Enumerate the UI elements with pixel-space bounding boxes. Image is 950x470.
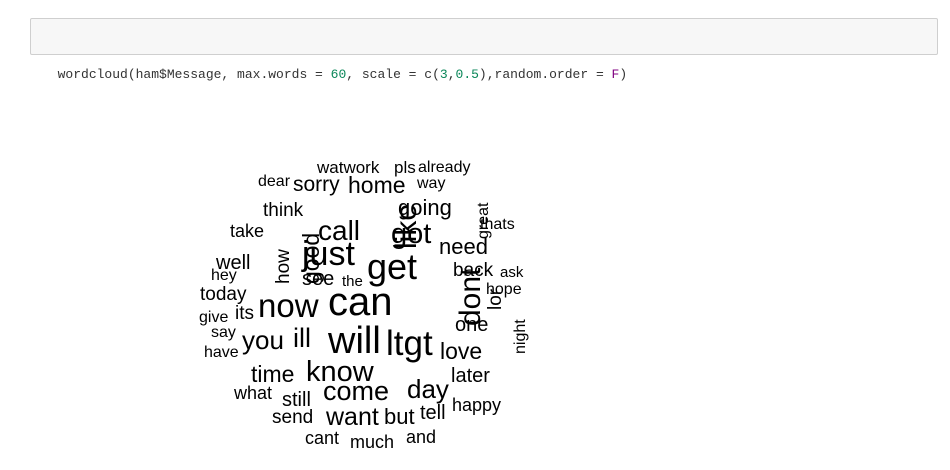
wordcloud-word: dear (258, 172, 291, 190)
wordcloud-word: still (282, 389, 311, 411)
wordcloud-word: going (398, 195, 452, 221)
wordcloud-word: take (230, 220, 265, 241)
code-token-number: 0.5 (455, 67, 479, 82)
wordcloud-word: hope (486, 280, 522, 298)
wordcloud-word: can (328, 280, 393, 324)
wordcloud-word: call (318, 214, 361, 246)
wordcloud-word: today (200, 283, 247, 305)
wordcloud-word: you (242, 324, 284, 355)
wordcloud-word: think (263, 199, 304, 221)
code-token: ),random.order = (478, 67, 612, 82)
wordcloud-word: home (348, 172, 406, 199)
wordcloud-word: back (453, 259, 494, 281)
wordcloud-word: sorry (293, 173, 340, 197)
wordcloud-word: tell (420, 402, 446, 424)
wordcloud-word: what (234, 382, 273, 403)
wordcloud-word: much (350, 431, 395, 452)
wordcloud-word: have (204, 343, 239, 361)
wordcloud-word: already (418, 158, 471, 176)
wordcloud-word: got (391, 217, 432, 250)
wordcloud-word: well (216, 252, 251, 274)
wordcloud-word: come (323, 375, 390, 406)
wordcloud-word: cant (305, 427, 340, 448)
wordcloud-word: and (406, 426, 437, 447)
wordcloud-word: happy (452, 394, 502, 415)
wordcloud-plot: watwork pls already dear sorry home way think go… (0, 56, 950, 470)
wordcloud-word: its (235, 302, 254, 324)
wordcloud-word: watwork (317, 157, 380, 177)
wordcloud-word: want (326, 402, 379, 431)
wordcloud-word: know (306, 355, 374, 388)
code-token-number: 60 (330, 67, 347, 82)
wordcloud-word: but (384, 404, 415, 430)
code-token: , (447, 67, 456, 82)
wordcloud-word: one (455, 314, 489, 336)
code-token: , scale = c( (346, 67, 440, 82)
wordcloud-word: hey (211, 266, 237, 284)
wordcloud-word: just (302, 235, 355, 274)
wordcloud-word: get (367, 245, 418, 287)
wordcloud-word: see (302, 268, 335, 290)
wordcloud-word: ask (500, 263, 524, 281)
code-token: ) (619, 67, 628, 82)
wordcloud-word: need (439, 234, 488, 260)
wordcloud-word: love (440, 338, 483, 365)
code-token-number: 3 (439, 67, 448, 82)
wordcloud-word: how (273, 249, 294, 284)
wordcloud-word: later (451, 365, 490, 387)
wordcloud-word: say (211, 323, 236, 341)
code-token-boolean: F (611, 67, 620, 82)
wordcloud-word: way (417, 174, 446, 192)
wordcloud-word: now (258, 287, 319, 325)
code-token: wordcloud(ham$Message, max.words = (57, 67, 331, 82)
wordcloud-word: pls (394, 157, 416, 177)
wordcloud-word: send (272, 406, 314, 428)
wordcloud-word: time (251, 361, 295, 388)
code-cell[interactable]: wordcloud(ham$Message, max.words = 60, s… (30, 18, 938, 82)
wordcloud-word: night (512, 319, 529, 354)
wordcloud-word: ltgt (386, 323, 433, 363)
wordcloud-word: thats (480, 215, 515, 233)
wordcloud-word: will (328, 319, 381, 362)
wordcloud-word: ill (293, 322, 311, 353)
wordcloud-word: the (342, 272, 363, 290)
cell-output: watwork pls already dear sorry home way think go… (0, 56, 950, 470)
wordcloud-word: give (199, 308, 229, 326)
wordcloud-word: day (407, 373, 449, 404)
